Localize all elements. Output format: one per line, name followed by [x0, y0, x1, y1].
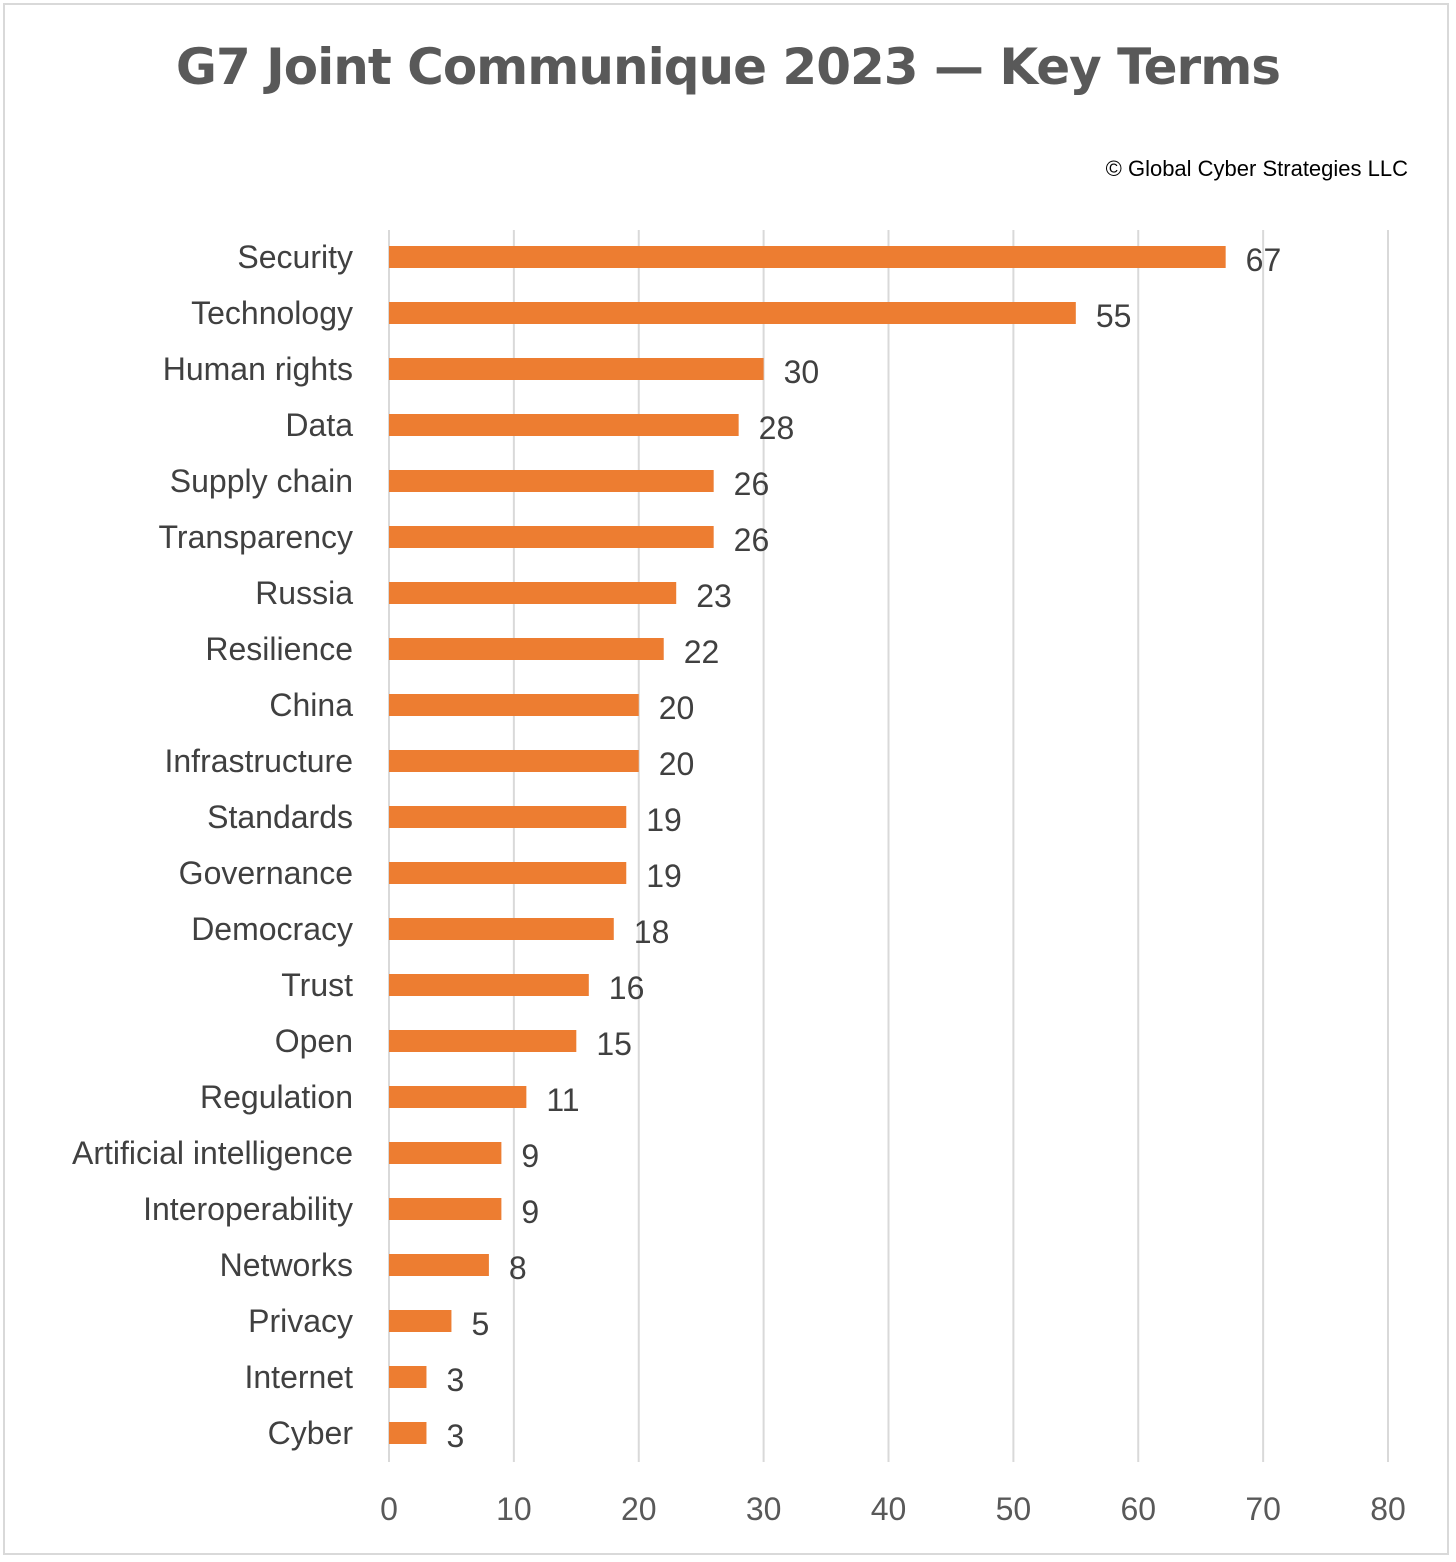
bar-privacy — [389, 1310, 452, 1332]
copyright-credit: © Global Cyber Strategies LLC — [1105, 156, 1408, 181]
bar-regulation — [389, 1086, 527, 1108]
data-label: 20 — [659, 690, 695, 726]
data-label: 9 — [521, 1138, 539, 1174]
bar-cyber — [389, 1422, 427, 1444]
chart-title: G7 Joint Communique 2023 — Key Terms — [175, 38, 1281, 96]
category-label: Trust — [281, 967, 353, 1003]
category-label: Internet — [244, 1359, 353, 1395]
bar-infrastructure — [389, 750, 639, 772]
bar-standards — [389, 806, 627, 828]
bar-networks — [389, 1254, 489, 1276]
bar-open — [389, 1030, 577, 1052]
data-label: 3 — [446, 1362, 464, 1398]
bar-artificial-intelligence — [389, 1142, 502, 1164]
category-label: Interoperability — [143, 1191, 353, 1227]
data-label: 3 — [446, 1418, 464, 1454]
data-label: 11 — [546, 1082, 579, 1118]
data-label: 67 — [1246, 242, 1282, 278]
x-tick-label: 20 — [621, 1491, 657, 1527]
data-label: 23 — [696, 578, 732, 614]
category-label: Standards — [207, 799, 353, 835]
bar-supply-chain — [389, 470, 714, 492]
data-label: 8 — [509, 1250, 527, 1286]
x-tick-label: 40 — [871, 1491, 907, 1527]
category-label: Supply chain — [170, 463, 353, 499]
x-tick-label: 50 — [996, 1491, 1032, 1527]
x-tick-label: 80 — [1370, 1491, 1406, 1527]
x-tick-label: 10 — [496, 1491, 532, 1527]
bar-democracy — [389, 918, 614, 940]
category-label: Resilience — [205, 631, 353, 667]
bar-human-rights — [389, 358, 764, 380]
category-label: Artificial intelligence — [72, 1135, 353, 1171]
x-axis-tick-labels: 0 10 20 30 40 50 60 70 80 — [380, 1491, 1406, 1527]
data-label: 30 — [784, 354, 820, 390]
bar-governance — [389, 862, 627, 884]
x-tick-label: 0 — [380, 1491, 398, 1527]
category-label: Data — [285, 407, 353, 443]
bar-interoperability — [389, 1198, 502, 1220]
data-label: 18 — [634, 914, 670, 950]
category-label: Infrastructure — [164, 743, 353, 779]
data-label: 19 — [646, 858, 682, 894]
data-label: 9 — [521, 1194, 539, 1230]
data-label: 22 — [684, 634, 720, 670]
category-label: Open — [275, 1023, 353, 1059]
x-tick-label: 70 — [1245, 1491, 1281, 1527]
category-label: Human rights — [163, 351, 353, 387]
category-label: Democracy — [191, 911, 353, 947]
data-label: 20 — [659, 746, 695, 782]
category-label: Cyber — [268, 1415, 354, 1451]
data-label: 19 — [646, 802, 682, 838]
bar-trust — [389, 974, 589, 996]
x-tick-label: 60 — [1120, 1491, 1156, 1527]
bar-resilience — [389, 638, 664, 660]
category-label: Regulation — [200, 1079, 353, 1115]
bar-russia — [389, 582, 677, 604]
category-labels: Security Technology Human rights Data Supply… — [72, 239, 353, 1451]
x-tick-label: 30 — [746, 1491, 782, 1527]
bar-security — [389, 246, 1226, 268]
bar-transparency — [389, 526, 714, 548]
category-label: Governance — [179, 855, 353, 891]
data-label: 55 — [1096, 298, 1132, 334]
bar-internet — [389, 1366, 427, 1388]
bars — [389, 246, 1226, 1444]
category-label: Networks — [220, 1247, 353, 1283]
data-label: 26 — [734, 522, 770, 558]
category-label: Privacy — [248, 1303, 353, 1339]
bar-data — [389, 414, 739, 436]
data-label: 5 — [471, 1306, 489, 1342]
category-label: Russia — [255, 575, 353, 611]
data-label: 26 — [734, 466, 770, 502]
data-label: 16 — [609, 970, 645, 1006]
data-label: 28 — [759, 410, 795, 446]
category-label: Security — [237, 239, 353, 275]
category-label: Technology — [191, 295, 353, 331]
data-label: 15 — [596, 1026, 632, 1062]
bar-china — [389, 694, 639, 716]
category-label: China — [269, 687, 353, 723]
bar-technology — [389, 302, 1076, 324]
category-label: Transparency — [159, 519, 353, 555]
